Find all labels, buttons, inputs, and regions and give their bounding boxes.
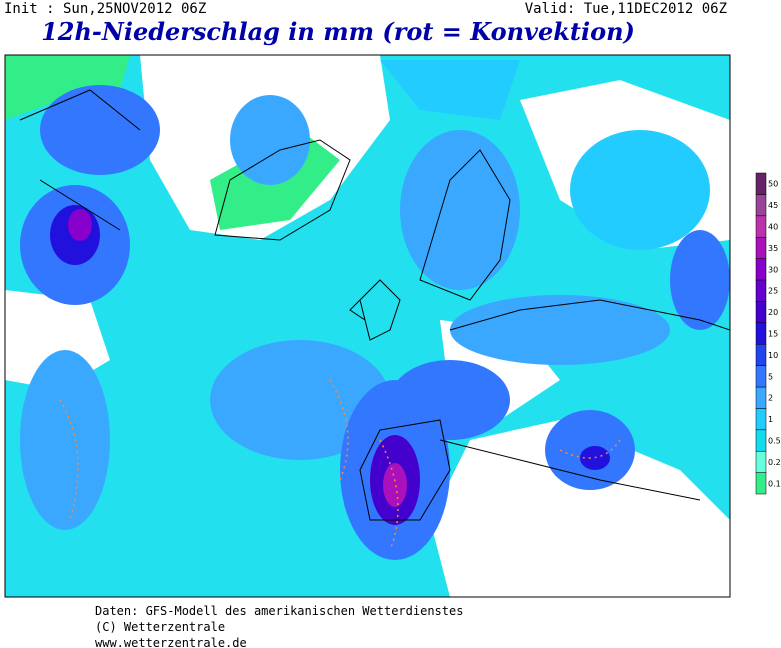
legend-swatch xyxy=(755,215,767,238)
legend-label: 50 xyxy=(768,180,778,189)
legend-label: 25 xyxy=(768,287,778,296)
legend-label: 0.1 xyxy=(768,479,781,488)
legend-swatch xyxy=(755,301,767,324)
legend-label: 15 xyxy=(768,330,778,339)
legend-label: 10 xyxy=(768,351,778,360)
legend-swatch xyxy=(755,408,767,431)
footer-line: www.wetterzentrale.de xyxy=(95,636,247,648)
init-text: Init : Sun,25NOV2012 06Z xyxy=(4,1,206,17)
legend-label: 2 xyxy=(768,394,773,403)
legend-label: 0.5 xyxy=(768,437,781,446)
map-frame xyxy=(4,54,731,598)
legend-label: 20 xyxy=(768,308,778,317)
map-field xyxy=(5,55,730,597)
legend-swatch xyxy=(755,472,767,495)
legend-swatch xyxy=(755,429,767,452)
valid-text: Valid: Tue,11DEC2012 06Z xyxy=(525,1,727,17)
legend-swatch xyxy=(755,343,767,366)
legend-label: 1 xyxy=(768,415,773,424)
footer-line: (C) Wetterzentrale xyxy=(95,620,225,634)
legend-swatch xyxy=(755,279,767,302)
map-title: 12h-Niederschlag in mm (rot = Konvektion… xyxy=(41,17,635,46)
legend-swatch xyxy=(755,236,767,259)
legend-label: 45 xyxy=(768,201,778,210)
legend-label: 30 xyxy=(768,265,778,274)
legend-swatch xyxy=(755,194,767,217)
legend-swatch xyxy=(755,172,767,195)
legend-swatch xyxy=(755,322,767,345)
legend-label: 0.2 xyxy=(768,458,781,467)
legend-swatch xyxy=(755,450,767,473)
legend-label: 35 xyxy=(768,244,778,253)
legend-swatch xyxy=(755,386,767,409)
footer-line: Daten: GFS-Modell des amerikanischen Wet… xyxy=(95,604,463,618)
legend-swatch xyxy=(755,365,767,388)
legend-swatch xyxy=(755,258,767,281)
legend-label: 40 xyxy=(768,223,778,232)
legend-label: 5 xyxy=(768,372,773,381)
